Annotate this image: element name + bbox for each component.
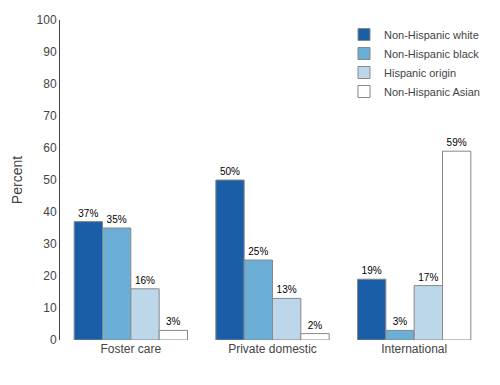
svg-text:17%: 17% [418, 272, 438, 283]
svg-text:Foster care: Foster care [100, 342, 161, 356]
svg-text:60: 60 [43, 141, 57, 155]
svg-text:70: 70 [43, 109, 57, 123]
svg-text:Percent: Percent [9, 156, 25, 204]
svg-text:16%: 16% [135, 275, 155, 286]
svg-text:80: 80 [43, 77, 57, 91]
svg-text:19%: 19% [362, 265, 382, 276]
svg-text:37%: 37% [78, 208, 98, 219]
svg-text:0: 0 [50, 333, 57, 347]
svg-text:20: 20 [43, 269, 57, 283]
svg-text:50: 50 [43, 173, 57, 187]
svg-text:10: 10 [43, 301, 57, 315]
svg-text:Non-Hispanic black: Non-Hispanic black [384, 48, 479, 60]
svg-text:13%: 13% [277, 284, 297, 295]
svg-text:Private domestic: Private domestic [228, 342, 317, 356]
svg-text:Non-Hispanic white: Non-Hispanic white [384, 29, 479, 41]
svg-text:50%: 50% [220, 166, 240, 177]
svg-text:Hispanic origin: Hispanic origin [384, 67, 456, 79]
svg-text:90: 90 [43, 45, 57, 59]
svg-text:30: 30 [43, 237, 57, 251]
svg-text:2%: 2% [308, 320, 323, 331]
svg-text:Non-Hispanic Asian: Non-Hispanic Asian [384, 86, 480, 98]
svg-text:3%: 3% [393, 316, 408, 327]
svg-text:3%: 3% [166, 316, 181, 327]
svg-text:International: International [381, 342, 447, 356]
svg-text:40: 40 [43, 205, 57, 219]
svg-text:59%: 59% [447, 137, 467, 148]
svg-text:25%: 25% [248, 246, 268, 257]
svg-text:100: 100 [37, 13, 57, 27]
svg-text:35%: 35% [107, 214, 127, 225]
